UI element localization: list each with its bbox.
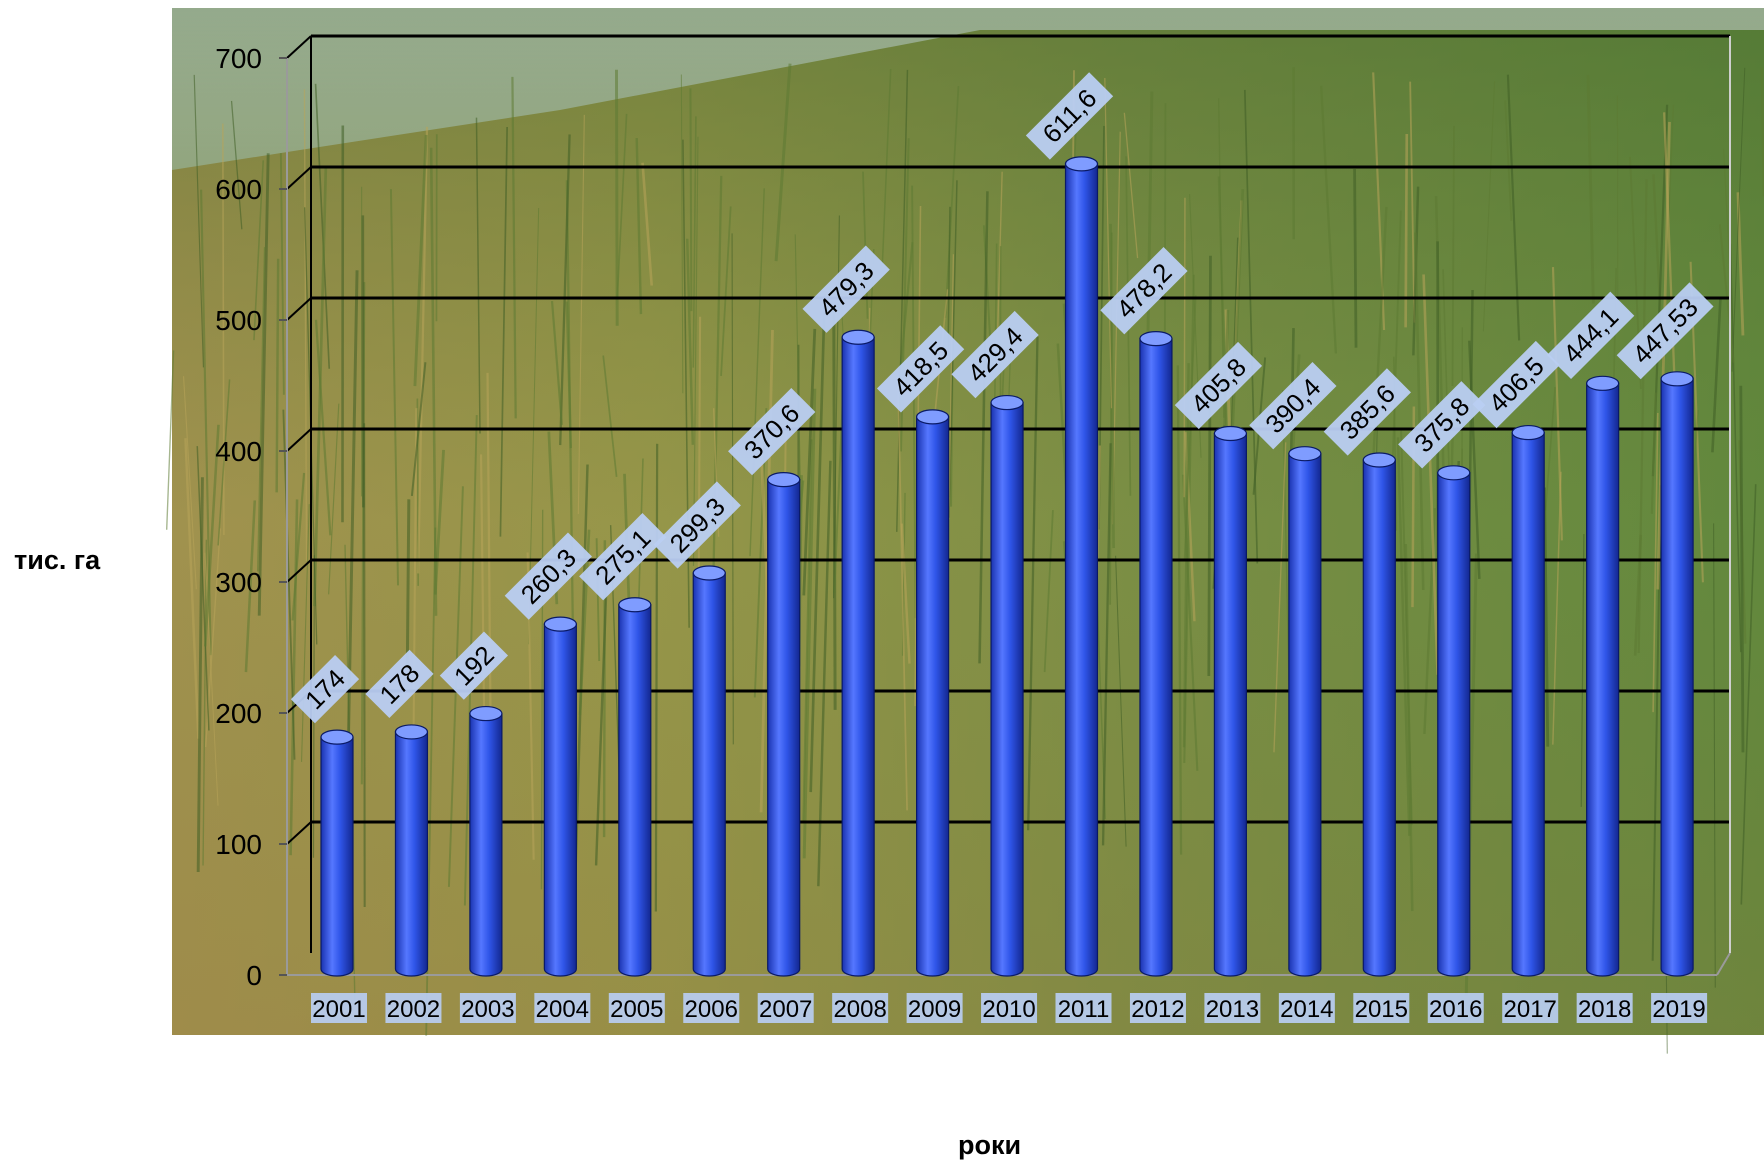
bar bbox=[693, 566, 725, 976]
x-tick-label: 2008 bbox=[832, 993, 888, 1023]
svg-text:2006: 2006 bbox=[685, 996, 738, 1023]
x-tick-label: 2006 bbox=[683, 993, 739, 1023]
x-tick-label: 2009 bbox=[907, 993, 963, 1023]
x-tick-label: 2013 bbox=[1204, 993, 1260, 1023]
bar bbox=[544, 617, 576, 976]
svg-text:2001: 2001 bbox=[312, 996, 365, 1023]
y-tick-label: 400 bbox=[215, 436, 262, 467]
y-tick-label: 600 bbox=[215, 174, 262, 205]
y-tick-label: 300 bbox=[215, 567, 262, 598]
svg-text:2019: 2019 bbox=[1652, 996, 1705, 1023]
x-tick-label: 2015 bbox=[1353, 993, 1409, 1023]
x-tick-label: 2018 bbox=[1577, 993, 1633, 1023]
svg-text:2003: 2003 bbox=[461, 996, 514, 1023]
svg-text:2011: 2011 bbox=[1058, 996, 1110, 1023]
y-tick-label: 200 bbox=[215, 698, 262, 729]
bar bbox=[470, 707, 502, 976]
y-tick-label: 100 bbox=[215, 829, 262, 860]
x-tick-label: 2004 bbox=[534, 993, 590, 1023]
bar bbox=[1289, 447, 1321, 976]
y-tick-label: 700 bbox=[215, 43, 262, 74]
svg-text:2004: 2004 bbox=[536, 996, 589, 1023]
svg-text:2002: 2002 bbox=[387, 996, 440, 1023]
bar bbox=[1661, 372, 1693, 976]
svg-text:2015: 2015 bbox=[1355, 996, 1408, 1023]
bar bbox=[1587, 376, 1619, 976]
x-tick-label: 2012 bbox=[1130, 993, 1186, 1023]
bar bbox=[321, 730, 353, 976]
bar bbox=[395, 725, 427, 976]
svg-text:2016: 2016 bbox=[1429, 996, 1482, 1023]
bar bbox=[1140, 332, 1172, 976]
bar bbox=[1512, 426, 1544, 976]
svg-text:2007: 2007 bbox=[759, 996, 812, 1023]
x-tick-label: 2005 bbox=[609, 993, 665, 1023]
x-tick-label: 2002 bbox=[385, 993, 441, 1023]
x-tick-label: 2010 bbox=[981, 993, 1037, 1023]
bar bbox=[842, 330, 874, 976]
x-tick-label: 2007 bbox=[758, 993, 814, 1023]
x-tick-label: 2019 bbox=[1651, 993, 1707, 1023]
svg-text:2009: 2009 bbox=[908, 996, 961, 1023]
svg-text:2014: 2014 bbox=[1280, 996, 1333, 1023]
x-tick-label: 2017 bbox=[1502, 993, 1558, 1023]
y-tick-label: 500 bbox=[215, 305, 262, 336]
bar bbox=[991, 396, 1023, 976]
y-tick-label: 0 bbox=[246, 960, 262, 991]
svg-text:2012: 2012 bbox=[1131, 996, 1184, 1023]
svg-text:2008: 2008 bbox=[833, 996, 886, 1023]
y-axis-title: тис. га bbox=[14, 545, 100, 576]
svg-text:2013: 2013 bbox=[1206, 996, 1259, 1023]
bar bbox=[917, 410, 949, 976]
svg-text:2010: 2010 bbox=[982, 996, 1035, 1023]
x-tick-label: 2001 bbox=[311, 993, 367, 1023]
bar bbox=[1363, 453, 1395, 976]
x-axis-title: роки bbox=[958, 1130, 1021, 1161]
bar bbox=[1214, 427, 1246, 976]
bar bbox=[619, 598, 651, 976]
bar bbox=[1066, 157, 1098, 976]
x-tick-label: 2016 bbox=[1428, 993, 1484, 1023]
svg-text:2005: 2005 bbox=[610, 996, 663, 1023]
x-tick-label: 2011 bbox=[1056, 993, 1112, 1023]
x-tick-label: 2014 bbox=[1279, 993, 1335, 1023]
bar bbox=[1438, 466, 1470, 976]
svg-text:2017: 2017 bbox=[1504, 996, 1557, 1023]
svg-text:2018: 2018 bbox=[1578, 996, 1631, 1023]
x-tick-label: 2003 bbox=[460, 993, 516, 1023]
bar bbox=[768, 473, 800, 976]
